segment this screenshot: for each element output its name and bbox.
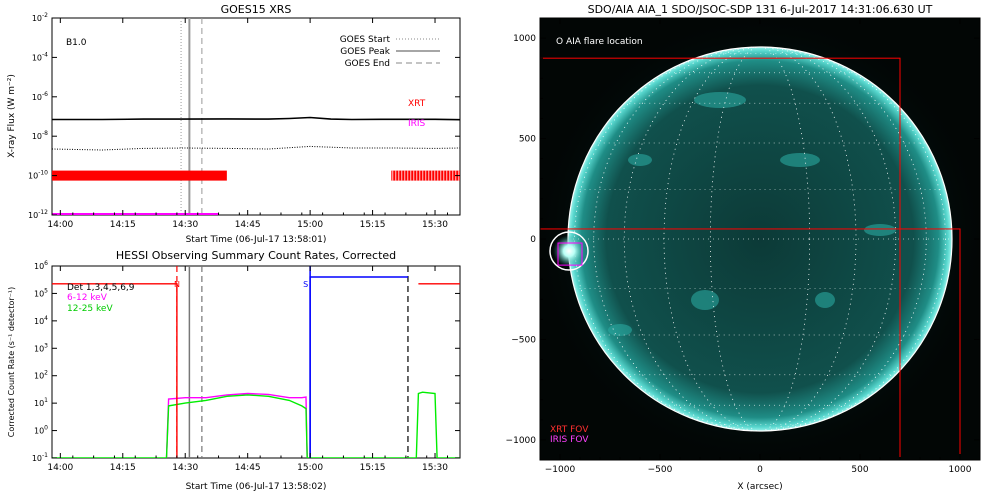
legend-6-12-kev: 6-12 keV [67, 293, 108, 303]
aia-image-panel: SDO/AIA AIA_1 SDO/JSOC-SDP 131 6-Jul-201… [506, 3, 981, 492]
aia-x-tick-label: 0 [757, 465, 763, 475]
goes-xrs-panel: GOES15 XRS 14:00 14:15 14:30 14:45 15:00 15:1… [7, 3, 461, 245]
coverage-label-xrt: XRT [408, 99, 426, 109]
hessi-series-saa-flag [309, 276, 408, 458]
aia-x-tick-label: 500 [851, 465, 868, 475]
goes-x-tick-label: 15:30 [422, 220, 448, 230]
goes-y-tick-label: 10-6 [32, 91, 48, 102]
legend-goes-start: GOES Start [340, 35, 391, 45]
legend-iris-fov: IRIS FOV [550, 435, 589, 445]
aia-y-tick-label: −500 [511, 335, 536, 345]
goes-y-tick-label: 10-10 [28, 170, 48, 181]
xrt-coverage-bar [52, 170, 227, 181]
aia-flare-location-label: O AIA flare location [556, 37, 643, 47]
flare-location-marker [549, 231, 589, 271]
aia-y-tick-label: −1000 [506, 436, 537, 446]
hessi-x-tick-label: 15:15 [360, 463, 386, 473]
solar-disk [568, 47, 952, 431]
goes-class-label: B1.0 [66, 38, 87, 48]
hessi-y-axis-label: Corrected Count Rate (s⁻¹ detector⁻¹) [7, 287, 16, 438]
hessi-x-tick-label: 15:30 [422, 463, 448, 473]
goes-y-tick-label: 10-12 [28, 209, 48, 220]
goes-y-tick-label: 10-2 [32, 12, 48, 23]
legend-goes-end: GOES End [345, 59, 390, 69]
hessi-x-tick-label: 14:00 [47, 463, 73, 473]
legend-goes-peak: GOES Peak [340, 47, 390, 57]
legend-12-25-kev: 12-25 keV [67, 304, 113, 314]
hessi-y-tick-label: 10-1 [32, 452, 48, 463]
hessi-plot-frame [51, 265, 461, 459]
aia-x-tick-label: −1000 [545, 465, 576, 475]
goes-plot-frame [51, 17, 461, 216]
hessi-y-tick-label: 103 [34, 342, 48, 353]
aia-y-tick-label: 0 [530, 235, 536, 245]
aia-x-tick-label: 1000 [949, 465, 972, 475]
coverage-label-iris: IRIS [408, 119, 426, 129]
iris-fov-box [557, 242, 583, 266]
goes-x-tick-label: 15:15 [360, 220, 386, 230]
aia-x-axis-label: X (arcsec) [737, 482, 782, 492]
hessi-y-tick-label: 102 [34, 370, 48, 381]
goes-x-tick-label: 14:30 [172, 220, 198, 230]
grid-longitude-line [623, 46, 897, 432]
goes-y-axis-label: X-ray Flux (W m⁻²) [7, 74, 17, 158]
active-regions [608, 92, 896, 336]
aia-x-tick-label: −500 [648, 465, 673, 475]
hessi-flag-s: S [303, 280, 308, 289]
hessi-x-tick-label: 15:00 [297, 463, 323, 473]
goes-y-tick-label: 10-8 [32, 130, 48, 141]
grid-longitude-line [663, 46, 857, 432]
aia-y-tick-label: 1000 [513, 34, 536, 44]
hessi-series-12-25-kev [52, 391, 460, 458]
goes-chart-title: GOES15 XRS [221, 3, 292, 16]
goes-x-tick-label: 14:15 [110, 220, 136, 230]
hessi-y-tick-label: 104 [34, 315, 48, 326]
heliographic-grid [568, 46, 952, 432]
goes-x-tick-label: 14:45 [235, 220, 261, 230]
hessi-legend: Det 1,3,4,5,6,9 6-12 keV 12-25 keV [67, 283, 135, 314]
goes-x-tick-label: 15:00 [297, 220, 323, 230]
grid-longitude-line [593, 46, 927, 432]
hessi-x-tick-label: 14:15 [110, 463, 136, 473]
hessi-y-tick-label: 106 [34, 260, 48, 271]
hessi-series-6-12-kev [165, 392, 308, 458]
goes-x-axis-label: Start Time (06-Jul-17 13:58:01) [186, 235, 327, 245]
hessi-y-tick-label: 105 [34, 287, 48, 298]
hessi-flag-n: N [174, 280, 180, 289]
xrt-fov-box [540, 228, 961, 460]
legend-xrt-fov: XRT FOV [550, 425, 589, 435]
hessi-panel: HESSI Observing Summary Count Rates, Cor… [7, 249, 461, 492]
hessi-x-axis-label: Start Time (06-Jul-17 13:58:02) [186, 482, 327, 492]
hessi-chart-title: HESSI Observing Summary Count Rates, Cor… [116, 249, 396, 262]
goes-y-tick-label: 10-4 [32, 51, 48, 62]
hessi-series-attenuator-state [52, 283, 178, 458]
legend-detectors: Det 1,3,4,5,6,9 [67, 283, 135, 293]
hessi-y-tick-label: 100 [34, 425, 48, 436]
hessi-x-tick-label: 14:45 [235, 463, 261, 473]
goes-long-channel-line [52, 116, 460, 121]
aia-y-tick-label: 500 [519, 135, 536, 145]
aia-chart-title: SDO/AIA AIA_1 SDO/JSOC-SDP 131 6-Jul-201… [588, 3, 933, 16]
grid-longitude-line [574, 46, 946, 432]
goes-short-channel-line [52, 145, 460, 151]
hessi-x-tick-label: 14:30 [172, 463, 198, 473]
hessi-y-tick-label: 101 [34, 397, 48, 408]
goes-x-tick-label: 14:00 [47, 220, 73, 230]
goes-legend: GOES Start GOES Peak GOES End [340, 35, 440, 69]
